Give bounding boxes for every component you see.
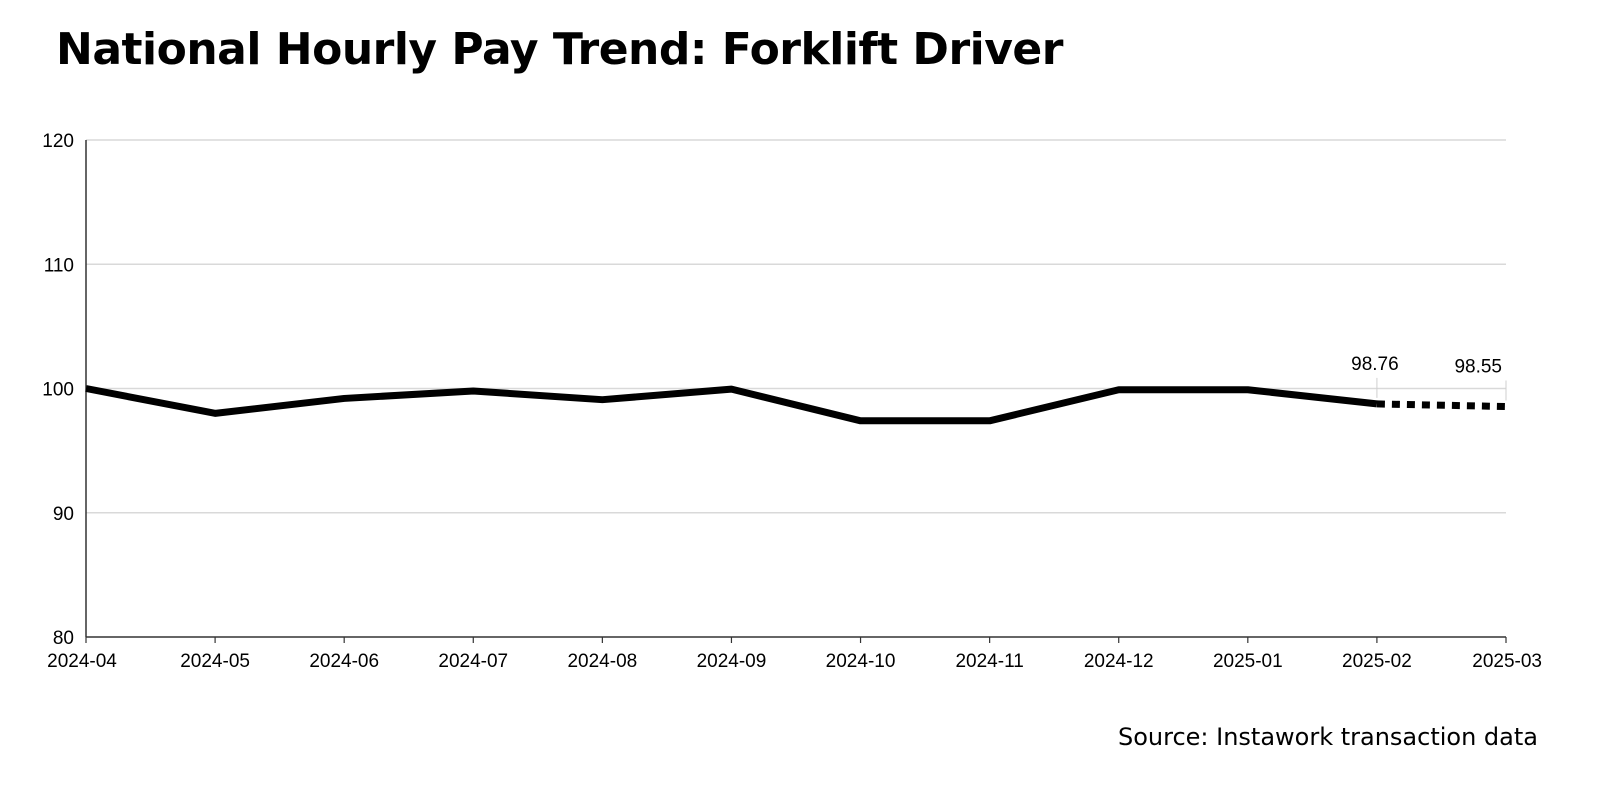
x-tick-label-2025-03: 2025-03	[1472, 651, 1542, 672]
data-label-2025-03: 98.55	[1454, 357, 1502, 378]
y-axis-tick-labels: 80 90 100 110 120	[42, 131, 74, 649]
series-line-projected	[1376, 400, 1507, 411]
data-labels: 98.76 98.55	[1351, 354, 1507, 401]
x-tick-label-2025-01: 2025-01	[1213, 651, 1283, 672]
source-note: Source: Instawork transaction data	[1117, 723, 1538, 751]
series-line	[85, 385, 1507, 425]
x-axis-tick-labels: 2024-04 2024-05 2024-06 2024-07 2024-08 2024-…	[47, 637, 1542, 672]
x-tick-label-2024-07: 2024-07	[438, 651, 508, 672]
y-tick-label-100: 100	[42, 380, 74, 401]
x-tick-label-2024-12: 2024-12	[1084, 651, 1154, 672]
series-line-solid	[85, 385, 1378, 425]
data-points	[85, 388, 1507, 421]
x-tick-label-2024-09: 2024-09	[697, 651, 767, 672]
x-tick-label-2024-06: 2024-06	[309, 651, 379, 672]
data-label-2025-02: 98.76	[1351, 354, 1399, 375]
y-tick-label-80: 80	[53, 628, 74, 649]
y-tick-label-90: 90	[53, 504, 74, 525]
x-tick-label-2024-11: 2024-11	[955, 651, 1023, 672]
x-tick-label-2025-02: 2025-02	[1342, 651, 1412, 672]
y-tick-label-110: 110	[44, 255, 74, 276]
x-tick-label-2024-08: 2024-08	[567, 651, 637, 672]
chart-title: National Hourly Pay Trend: Forklift Driv…	[56, 24, 1063, 75]
y-tick-label-120: 120	[42, 131, 74, 152]
x-tick-label-2024-05: 2024-05	[180, 651, 250, 672]
gridlines	[86, 139, 1506, 638]
x-tick-label-2024-10: 2024-10	[826, 651, 896, 672]
x-tick-label-2024-04: 2024-04	[47, 651, 117, 672]
